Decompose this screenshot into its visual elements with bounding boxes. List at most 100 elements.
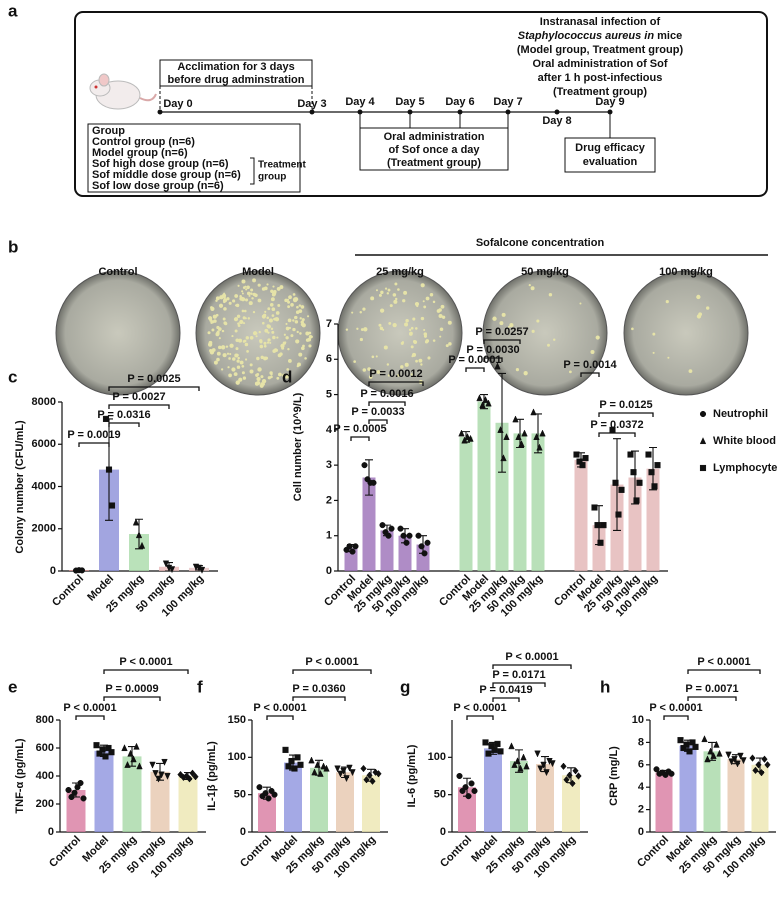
colony (276, 286, 281, 291)
y-tick-label: 10 (632, 714, 644, 726)
data-point (615, 511, 622, 518)
data-point (124, 760, 131, 768)
colony (228, 357, 231, 360)
colony (287, 359, 292, 363)
colony (410, 345, 414, 349)
significance-bracket (687, 669, 761, 674)
data-point (323, 764, 330, 772)
colony (234, 329, 238, 333)
colony (241, 292, 244, 295)
colony (247, 317, 251, 320)
legend-label: Neutrophil (713, 408, 768, 420)
p-value: P = 0.0027 (112, 391, 165, 403)
colony (351, 311, 354, 314)
colony (222, 317, 226, 321)
colony (432, 300, 436, 304)
data-point (349, 548, 356, 555)
p-value: P = 0.0025 (127, 373, 180, 385)
dish-label: Control (98, 266, 137, 278)
significance-bracket (580, 372, 600, 377)
colony (423, 334, 428, 338)
data-point (491, 746, 498, 753)
data-point (654, 462, 661, 469)
bar (458, 787, 476, 832)
day-label: Day 4 (345, 96, 375, 108)
p-value: P < 0.0001 (649, 702, 702, 714)
colony (595, 335, 600, 340)
p-value: P = 0.0009 (105, 683, 158, 695)
bar (336, 772, 354, 832)
colony (290, 302, 294, 307)
colony (249, 363, 253, 367)
x-tick-label: Control (635, 834, 671, 870)
legend-marker (699, 410, 707, 418)
data-point (630, 469, 637, 476)
data-point (352, 543, 359, 550)
colony (285, 322, 288, 325)
error-bar (631, 450, 639, 505)
bar (150, 771, 170, 832)
data-point (121, 744, 128, 752)
data-point (262, 790, 269, 797)
colony (420, 316, 425, 321)
infection-text: Instranasal infection of (540, 16, 661, 28)
colony (412, 352, 417, 357)
evaluation-box (564, 137, 656, 173)
y-tick-label: 6 (326, 353, 332, 365)
data-point (462, 784, 469, 791)
colony (267, 331, 270, 334)
colony (360, 328, 364, 332)
data-point (105, 466, 113, 473)
colony (270, 297, 275, 302)
colony (423, 305, 427, 309)
colony (420, 363, 423, 366)
colony (256, 377, 261, 382)
colony (272, 285, 275, 288)
colony (216, 357, 220, 362)
group-text: Sof low dose group (n=6) (92, 180, 224, 192)
colony (368, 375, 373, 379)
data-point (752, 766, 759, 775)
colony (239, 294, 242, 298)
colony (259, 339, 263, 343)
bar (477, 401, 491, 571)
colony (492, 316, 497, 321)
group-box (87, 123, 301, 193)
colony (267, 324, 271, 329)
dish-label: Model (242, 266, 274, 278)
significance-bracket (598, 412, 654, 417)
bar (703, 751, 721, 832)
colony (271, 330, 275, 334)
colony (402, 299, 406, 303)
y-tick-label: 0 (48, 826, 54, 838)
colony (439, 327, 444, 331)
colony (251, 297, 254, 300)
p-value: P = 0.0125 (599, 399, 652, 411)
p-value: P = 0.0030 (466, 344, 519, 356)
colony (305, 331, 310, 336)
colony (208, 316, 213, 321)
data-point (543, 769, 550, 777)
colony (236, 314, 241, 318)
colony (276, 336, 279, 339)
p-value: P = 0.0005 (333, 423, 386, 435)
data-point (415, 532, 422, 539)
colony (229, 352, 232, 356)
data-point (701, 735, 708, 743)
colony (308, 344, 312, 348)
data-point (158, 771, 165, 779)
colony (244, 298, 249, 302)
colony (223, 307, 227, 311)
colony (376, 370, 381, 374)
infection-text: Staphylococcus aureus in mice (518, 30, 682, 42)
data-point (728, 758, 735, 766)
colony (210, 321, 213, 324)
colony (235, 380, 240, 385)
colony (371, 355, 375, 359)
colony (219, 295, 224, 300)
y-tick-label: 0 (50, 565, 56, 577)
group-text: Control group (n=6) (92, 136, 195, 148)
significance-bracket (292, 696, 346, 701)
colony (386, 292, 390, 295)
infection-text: (Treatment group) (553, 86, 647, 98)
